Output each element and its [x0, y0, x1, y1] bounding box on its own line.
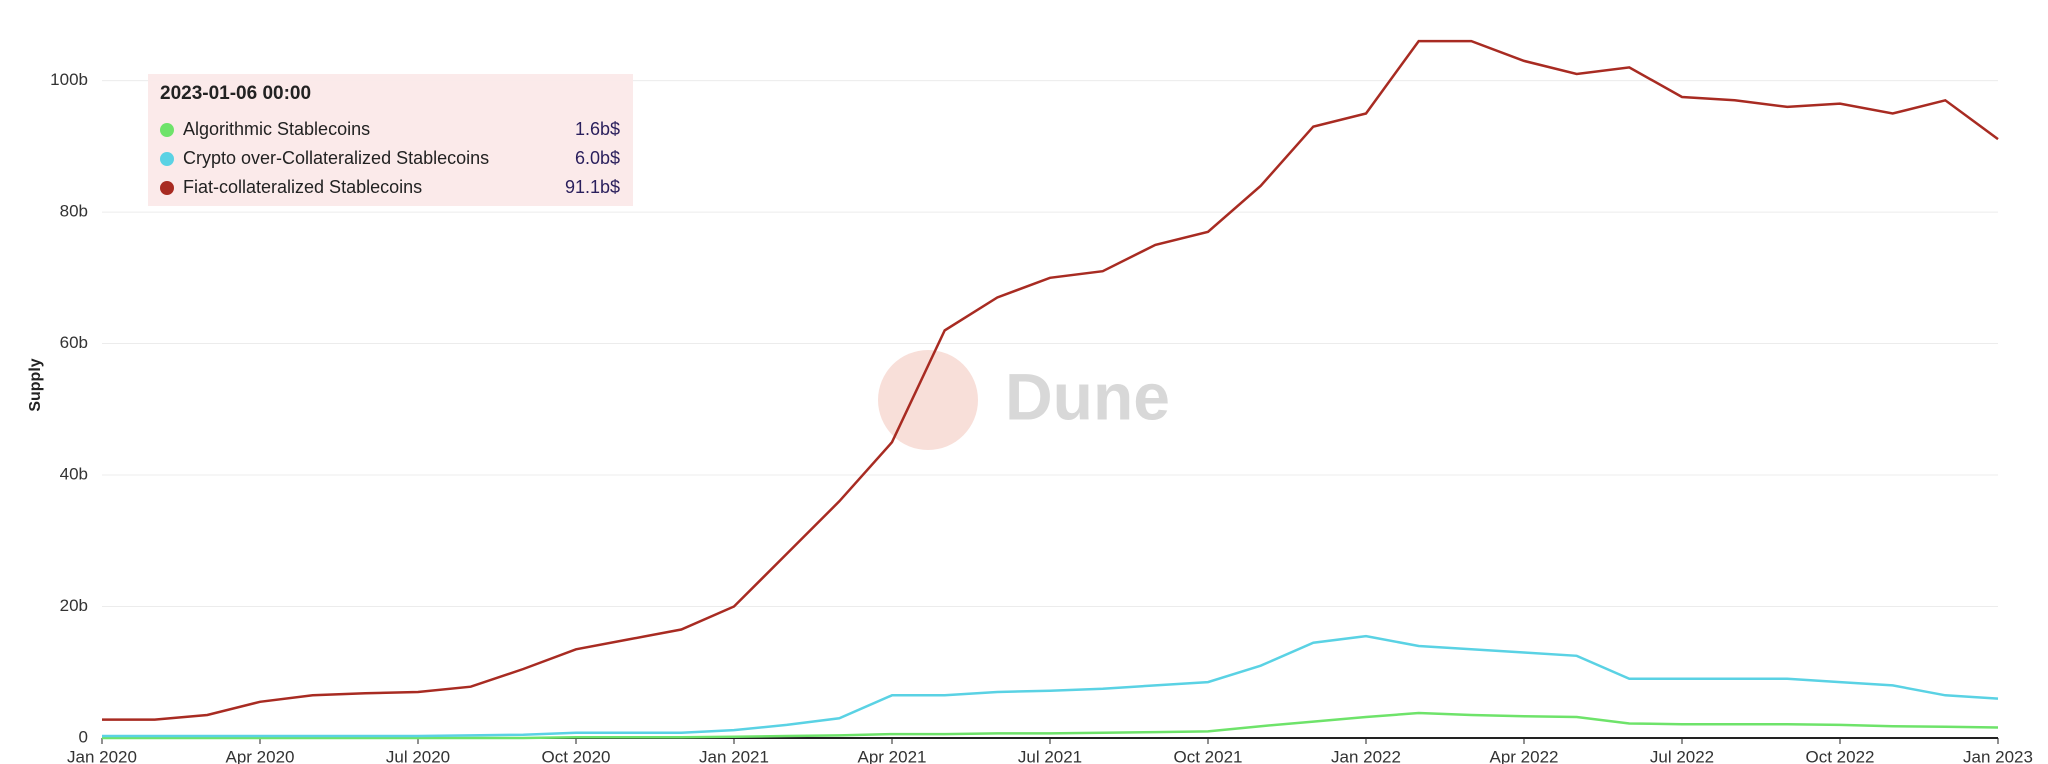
legend-dot — [160, 123, 174, 137]
x-tick-label: Apr 2021 — [858, 747, 927, 764]
watermark: Dune — [1005, 359, 1170, 433]
y-axis-label: Supply — [27, 358, 44, 411]
y-tick-label: 40b — [60, 465, 88, 484]
tooltip-value: 91.1b$ — [565, 177, 620, 197]
x-tick-label: Jan 2021 — [699, 747, 769, 764]
series-line — [102, 711, 1999, 740]
x-tick-label: Oct 2020 — [542, 747, 611, 764]
y-tick-label: 0 — [79, 727, 88, 746]
x-tick-label: Oct 2021 — [1174, 747, 1243, 764]
tooltip-box — [148, 74, 633, 206]
x-tick-label: Apr 2022 — [1490, 747, 1559, 764]
tooltip-value: 6.0b$ — [575, 148, 620, 168]
x-tick-label: Jul 2020 — [386, 747, 450, 764]
tooltip: 2023-01-06 00:00 Algorithmic Stablecoins 1… — [148, 74, 633, 206]
legend-dot — [160, 152, 174, 166]
y-tick-label: 60b — [60, 333, 88, 352]
legend-label: Fiat-collateralized Stablecoins — [183, 177, 422, 197]
x-tick-label: Apr 2020 — [226, 747, 295, 764]
series-line — [102, 39, 1999, 721]
y-tick-label: 100b — [50, 70, 88, 89]
legend-dot — [160, 181, 174, 195]
y-tick-label: 20b — [60, 596, 88, 615]
x-tick-label: Jul 2022 — [1650, 747, 1714, 764]
x-tick-label: Jul 2021 — [1018, 747, 1082, 764]
y-tick-label: 80b — [60, 202, 88, 221]
legend-label: Crypto over-Collateralized Stablecoins — [183, 148, 489, 168]
tooltip-value: 1.6b$ — [575, 119, 620, 139]
x-tick-label: Oct 2022 — [1806, 747, 1875, 764]
watermark-logo — [878, 350, 978, 450]
legend-label: Algorithmic Stablecoins — [183, 119, 370, 139]
tooltip-title: 2023-01-06 00:00 — [160, 83, 311, 104]
x-tick-label: Jan 2023 — [1963, 747, 2033, 764]
x-tick-label: Jan 2022 — [1331, 747, 1401, 764]
series-line — [102, 634, 1999, 738]
x-tick-label: Jan 2020 — [67, 747, 137, 764]
